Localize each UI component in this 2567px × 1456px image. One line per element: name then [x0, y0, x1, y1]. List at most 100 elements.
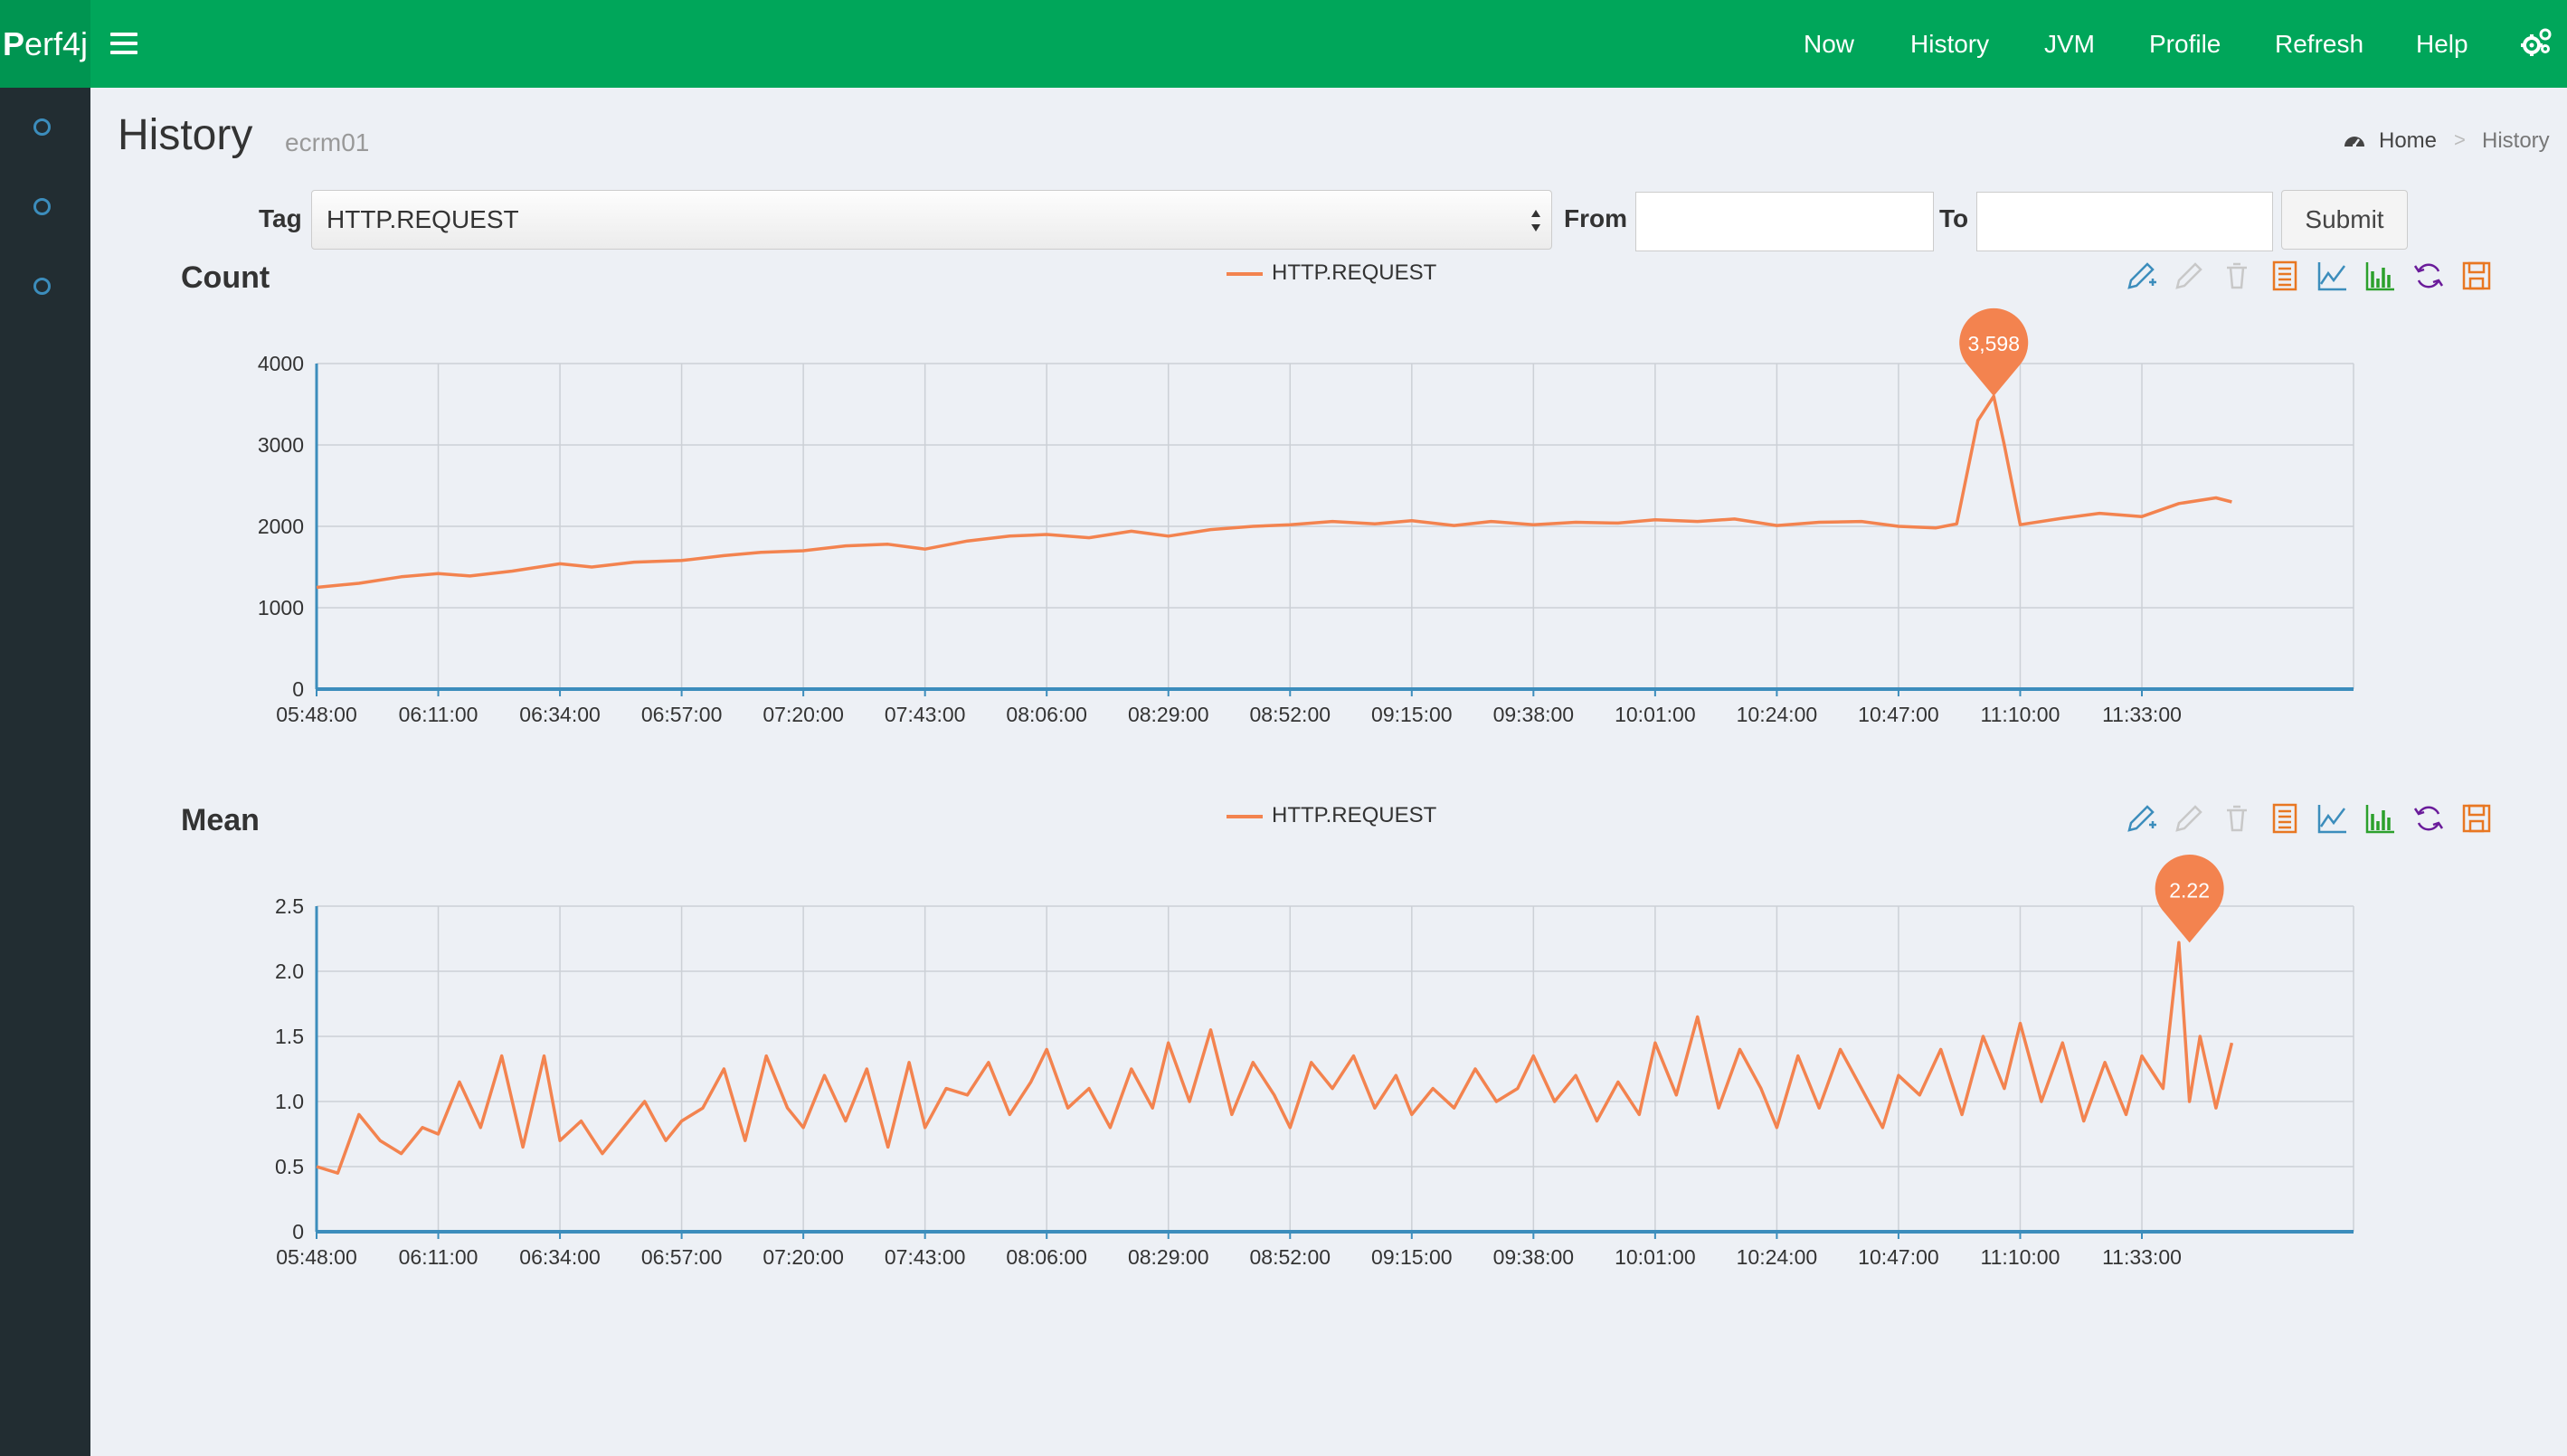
bar-chart-icon[interactable] [2363, 259, 2398, 293]
save-image-icon[interactable] [2459, 801, 2494, 836]
y-tick-label: 2.0 [275, 960, 304, 983]
x-tick-label: 06:34:00 [519, 1245, 601, 1269]
zoom-reset-icon[interactable] [2172, 801, 2206, 836]
x-tick-label: 10:24:00 [1737, 1245, 1818, 1269]
count-line-chart[interactable]: 0 1000 2000 3000 4000 05:48:00 06:11:00 06:34:0… [253, 307, 2388, 742]
max-value-marker[interactable]: 2.22 [2155, 854, 2224, 943]
sidebar [0, 88, 90, 1456]
data-zoom-icon[interactable] [2124, 259, 2158, 293]
x-tick-label: 07:20:00 [763, 703, 844, 726]
nav-item-profile[interactable]: Profile [2149, 30, 2221, 58]
y-tick-label: 1.5 [275, 1025, 304, 1048]
y-tick-label: 0.5 [275, 1155, 304, 1178]
y-tick-label: 3000 [258, 433, 304, 457]
bar-chart-icon[interactable] [2363, 801, 2398, 836]
refresh-icon[interactable] [2411, 801, 2446, 836]
x-tick-label: 08:29:00 [1128, 1245, 1209, 1269]
page-title: History [118, 111, 253, 159]
dashboard-icon [2344, 137, 2364, 147]
menu-toggle-icon[interactable] [110, 27, 137, 60]
x-tick-label: 05:48:00 [276, 1245, 357, 1269]
to-label: To [1939, 204, 1969, 232]
x-tick-label: 11:10:00 [1981, 1245, 2060, 1269]
sidebar-item-1-circle-icon[interactable] [33, 118, 51, 136]
x-tick-label: 11:33:00 [2102, 1245, 2182, 1269]
from-label: From [1564, 204, 1627, 232]
x-tick-label: 08:52:00 [1250, 1245, 1331, 1269]
data-view-icon[interactable] [2268, 259, 2302, 293]
settings-gears-icon[interactable] [2520, 27, 2553, 60]
x-tick-label: 06:11:00 [399, 1245, 478, 1269]
zoom-reset-icon[interactable] [2172, 259, 2206, 293]
tag-select-value: HTTP.REQUEST [327, 205, 519, 233]
nav-item-refresh[interactable]: Refresh [2275, 30, 2364, 58]
x-tick-label: 10:01:00 [1615, 1245, 1696, 1269]
x-tick-label: 07:20:00 [763, 1245, 844, 1269]
x-tick-label: 09:15:00 [1371, 1245, 1453, 1269]
x-tick-label: 07:43:00 [885, 1245, 966, 1269]
to-input[interactable] [1976, 192, 2273, 251]
count-chart-title: Count [181, 260, 270, 295]
top-navbar: Perf4j Now History JVM Profile Refresh H… [0, 0, 2567, 88]
x-tick-label: 09:15:00 [1371, 703, 1453, 726]
mean-chart-title: Mean [181, 803, 260, 837]
x-tick-label: 08:52:00 [1250, 703, 1331, 726]
x-tick-label: 09:38:00 [1493, 1245, 1575, 1269]
x-tick-label: 10:47:00 [1858, 703, 1939, 726]
x-tick-label: 06:34:00 [519, 703, 601, 726]
mean-legend-item[interactable]: HTTP.REQUEST [1227, 803, 1436, 828]
select-arrows-icon [1531, 210, 1540, 232]
y-tick-label: 1.0 [275, 1090, 304, 1113]
brand-logo[interactable]: Perf4j [0, 0, 90, 88]
x-tick-label: 06:57:00 [641, 1245, 723, 1269]
mean-line-chart[interactable]: 0 0.5 1.0 1.5 2.0 2.5 05:48:00 06:11:00 06:34:00… [253, 854, 2388, 1284]
x-tick-label: 05:48:00 [276, 703, 357, 726]
series-line-http-request[interactable] [316, 394, 2232, 590]
x-tick-label: 06:11:00 [399, 703, 478, 726]
x-tick-label: 06:57:00 [641, 703, 723, 726]
breadcrumb-current: History [2482, 128, 2550, 153]
x-tick-label: 07:43:00 [885, 703, 966, 726]
x-tick-label: 09:38:00 [1493, 703, 1575, 726]
nav-item-now[interactable]: Now [1804, 30, 1855, 58]
x-tick-label: 10:47:00 [1858, 1245, 1939, 1269]
y-tick-label: 0 [292, 1220, 304, 1243]
max-marker-label: 3,598 [1967, 332, 2020, 355]
max-value-marker[interactable]: 3,598 [1959, 307, 2029, 397]
nav-item-jvm[interactable]: JVM [2044, 30, 2095, 58]
save-image-icon[interactable] [2459, 259, 2494, 293]
x-tick-label: 11:10:00 [1981, 703, 2060, 726]
x-tick-label: 08:06:00 [1006, 703, 1087, 726]
line-chart-icon[interactable] [2316, 259, 2350, 293]
count-legend-item[interactable]: HTTP.REQUEST [1227, 260, 1436, 286]
x-tick-label: 08:06:00 [1006, 1245, 1087, 1269]
legend-swatch [1227, 271, 1263, 276]
tag-label: Tag [259, 204, 302, 232]
tag-select[interactable]: HTTP.REQUEST [311, 190, 1552, 250]
restore-icon[interactable] [2220, 801, 2254, 836]
from-input[interactable] [1635, 192, 1934, 251]
sidebar-item-2-circle-icon[interactable] [33, 198, 51, 215]
nav-item-history[interactable]: History [1910, 30, 1990, 58]
data-view-icon[interactable] [2268, 801, 2302, 836]
sidebar-item-3-circle-icon[interactable] [33, 278, 51, 295]
line-chart-icon[interactable] [2316, 801, 2350, 836]
x-tick-label: 11:33:00 [2102, 703, 2182, 726]
nav-item-help[interactable]: Help [2416, 30, 2468, 58]
y-tick-label: 2.5 [275, 894, 304, 918]
submit-button[interactable]: Submit [2281, 190, 2408, 250]
y-tick-label: 0 [292, 677, 304, 701]
refresh-icon[interactable] [2411, 259, 2446, 293]
y-tick-label: 1000 [258, 596, 304, 619]
breadcrumb-home[interactable]: Home [2379, 128, 2438, 153]
series-line-http-request[interactable] [316, 941, 2234, 1175]
max-marker-label: 2.22 [2169, 878, 2210, 902]
x-tick-label: 10:01:00 [1615, 703, 1696, 726]
y-tick-label: 2000 [258, 515, 304, 538]
restore-icon[interactable] [2220, 259, 2254, 293]
page-subtitle: ecrm01 [285, 128, 370, 156]
data-zoom-icon[interactable] [2124, 801, 2158, 836]
y-tick-label: 4000 [258, 352, 304, 375]
breadcrumb-separator: > [2454, 128, 2466, 151]
x-tick-label: 08:29:00 [1128, 703, 1209, 726]
